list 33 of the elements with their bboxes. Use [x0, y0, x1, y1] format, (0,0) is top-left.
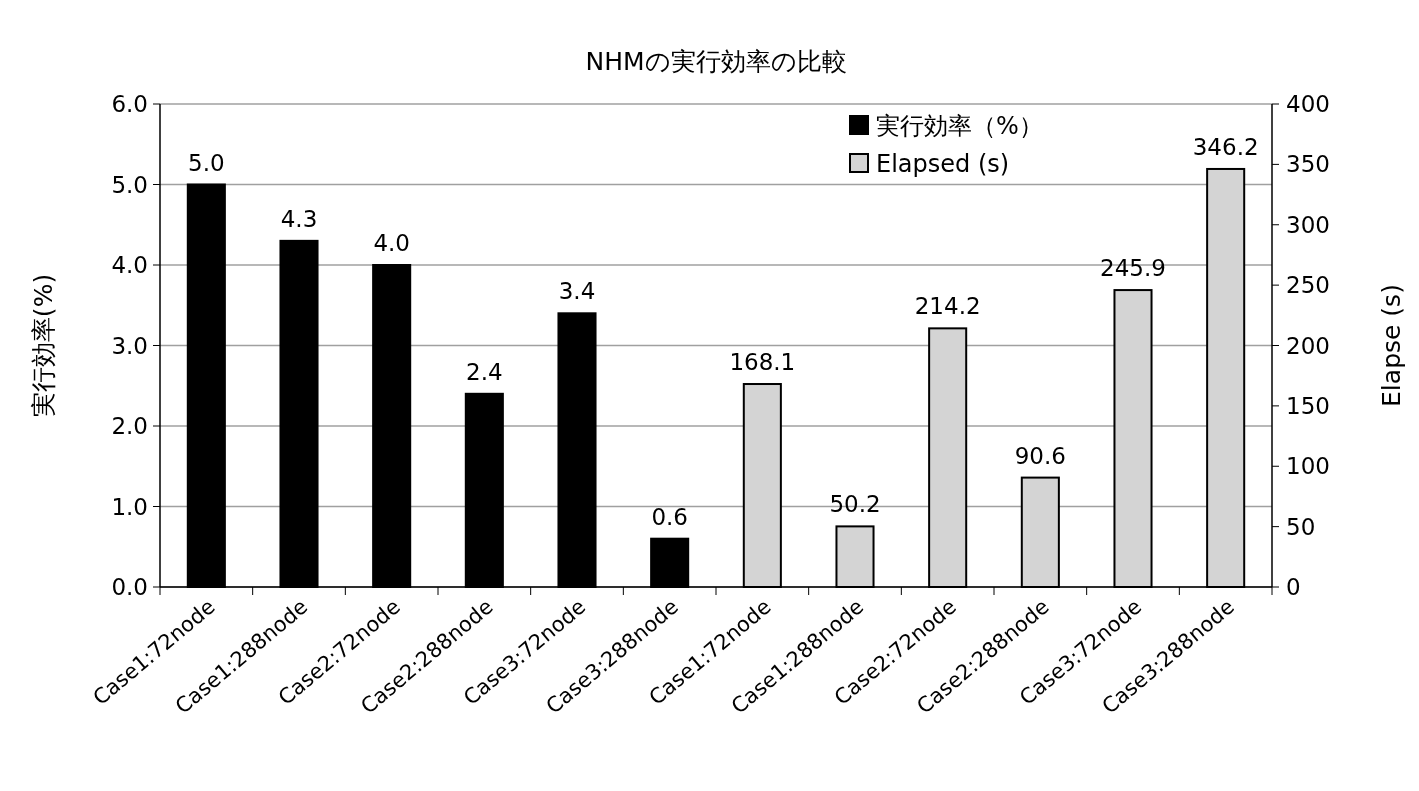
y-tick-label: 2.0 [111, 413, 148, 439]
y2-axis-title: Elapse (s) [1377, 284, 1406, 407]
y2-tick-label: 400 [1286, 91, 1330, 117]
data-label: 5.0 [188, 149, 225, 176]
y2-tick-label: 150 [1286, 392, 1330, 419]
data-label: 245.9 [1100, 255, 1166, 282]
chart-title: NHMの実行効率の比較 [585, 47, 847, 76]
y-axis-title: 実行効率(%) [29, 273, 58, 418]
data-label: 3.4 [558, 278, 596, 305]
y-tick-label: 3.0 [111, 332, 148, 359]
y2-tick-label: 50 [1286, 513, 1316, 540]
data-label: 4.3 [280, 205, 318, 232]
legend-label: 実行効率（%） [876, 112, 1043, 140]
y-tick-label: 6.0 [111, 91, 148, 117]
data-label: 50.2 [829, 491, 881, 518]
y2-tick-label: 250 [1286, 272, 1330, 299]
data-label: 168.1 [729, 349, 796, 376]
legend-label: Elapsed (s) [876, 150, 1010, 178]
y-tick-label: 1.0 [111, 493, 148, 520]
data-label: 90.6 [1014, 442, 1066, 469]
data-label: 4.0 [373, 230, 410, 256]
data-label: 214.2 [914, 293, 981, 320]
y-tick-label: 0.0 [111, 574, 148, 600]
y2-tick-label: 0 [1286, 574, 1301, 600]
y2-tick-label: 100 [1286, 453, 1330, 480]
y2-tick-label: 200 [1286, 332, 1330, 359]
data-label: 0.6 [651, 503, 688, 530]
data-label: 2.4 [466, 358, 503, 385]
y2-tick-label: 300 [1286, 211, 1330, 238]
data-label: 346.2 [1192, 133, 1259, 160]
y-tick-label: 5.0 [111, 171, 148, 198]
y-tick-label: 4.0 [111, 252, 148, 278]
y2-tick-label: 350 [1286, 151, 1330, 178]
